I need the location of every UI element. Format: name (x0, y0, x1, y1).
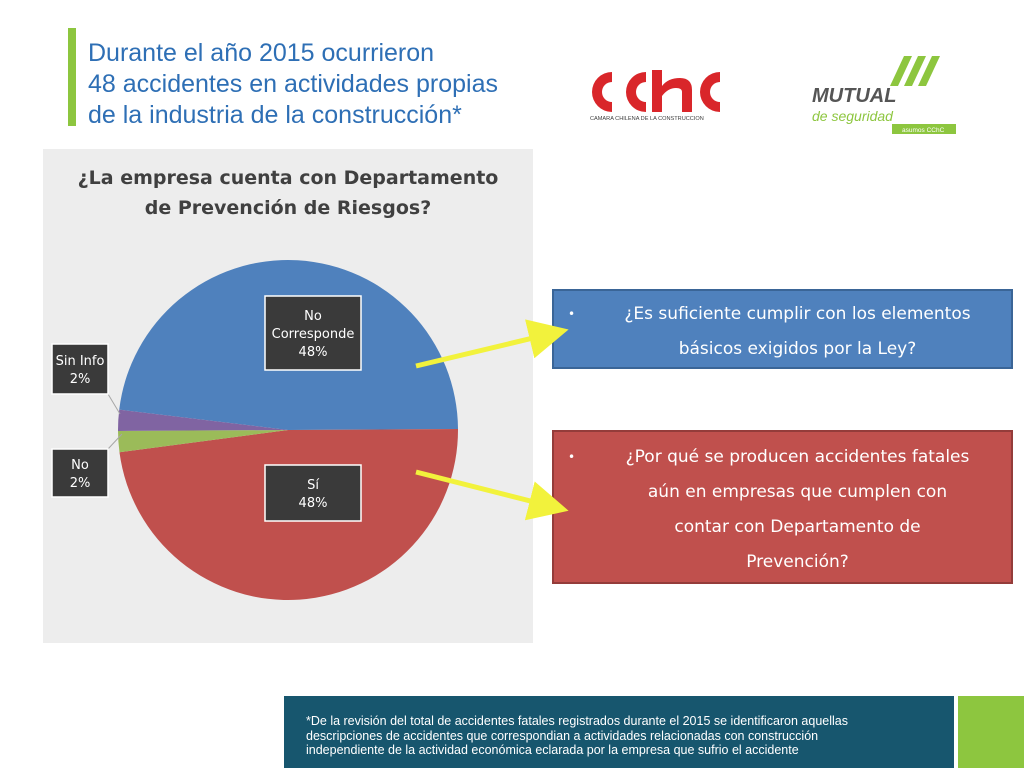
mutual-logo-tagline: asumos CChC (902, 127, 945, 134)
mutual-logo-text: MUTUAL (812, 85, 896, 107)
bullet-glyph: • (568, 450, 576, 464)
title-line-2: 48 accidentes en actividades propias (88, 70, 498, 98)
footer-bar (284, 696, 954, 768)
title-accent-bar (68, 28, 76, 126)
footer-line-2: descripciones de accidentes que correspo… (306, 728, 819, 743)
title-line-3: de la industria de la construcción* (88, 101, 462, 129)
cchc-logo: CAMARA CHILENA DE LA CONSTRUCCION (590, 70, 758, 122)
chart-title: ¿La empresa cuenta con Departamento de P… (43, 163, 533, 223)
callout-2-line-1: ¿Por qué se producen accidentes fatales (625, 447, 970, 467)
page-title: Durante el año 2015 ocurrieron 48 accide… (88, 38, 498, 131)
callout-question-2: • ¿Por qué se producen accidentes fatale… (552, 430, 1013, 584)
callout-2-line-4: Prevención? (746, 552, 849, 572)
cchc-logo-subtext: CAMARA CHILENA DE LA CONSTRUCCION (590, 116, 704, 122)
mutual-logo: MUTUAL de seguridad asumos CChC (812, 56, 956, 134)
callout-1-line-1: ¿Es suficiente cumplir con los elementos (624, 304, 971, 324)
bullet-glyph: • (568, 307, 576, 321)
chart-panel: ¿La empresa cuenta con Departamento de P… (43, 149, 533, 643)
footer-accent (958, 696, 1024, 768)
footer-line-1: *De la revisión del total de accidentes … (306, 714, 848, 728)
callout-1-line-2: básicos exigidos por la Ley? (678, 339, 917, 359)
callout-2-line-3: contar con Departamento de (674, 517, 921, 537)
chart-title-line-1: ¿La empresa cuenta con Departamento (77, 167, 499, 189)
footer-line-3: independiente de la actividad económica … (306, 743, 799, 757)
footer-note: *De la revisión del total de accidentes … (306, 714, 946, 758)
callout-question-1: • ¿Es suficiente cumplir con los element… (552, 289, 1013, 369)
chart-title-line-2: de Prevención de Riesgos? (144, 197, 432, 219)
callout-2-line-2: aún en empresas que cumplen con (647, 482, 948, 502)
title-line-1: Durante el año 2015 ocurrieron (88, 39, 435, 67)
mutual-logo-subtext: de seguridad (812, 108, 894, 124)
